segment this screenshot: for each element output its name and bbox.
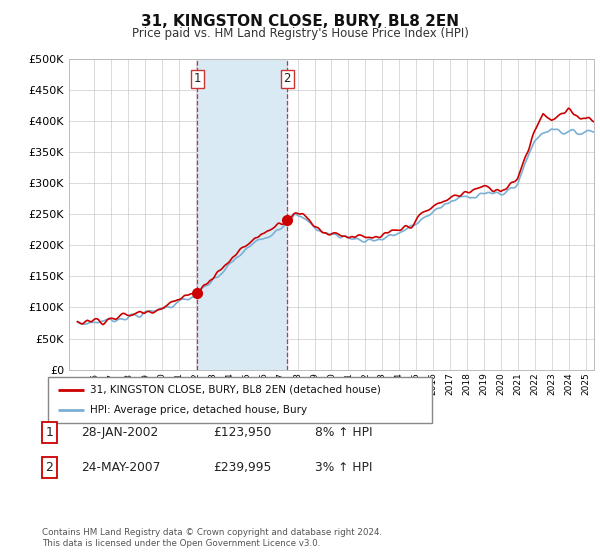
Bar [197,59,287,370]
Text: 2: 2 [284,72,291,86]
Text: 28-JAN-2002: 28-JAN-2002 [81,426,158,439]
Text: £123,950: £123,950 [213,426,271,439]
Text: HPI: Average price, detached house, Bury: HPI: Average price, detached house, Bury [90,405,307,415]
Text: 31, KINGSTON CLOSE, BURY, BL8 2EN: 31, KINGSTON CLOSE, BURY, BL8 2EN [141,14,459,29]
Text: 8% ↑ HPI: 8% ↑ HPI [315,426,373,439]
Text: 3% ↑ HPI: 3% ↑ HPI [315,461,373,474]
Text: 31, KINGSTON CLOSE, BURY, BL8 2EN (detached house): 31, KINGSTON CLOSE, BURY, BL8 2EN (detac… [90,385,381,395]
Text: 1: 1 [45,426,53,439]
Text: Contains HM Land Registry data © Crown copyright and database right 2024.
This d: Contains HM Land Registry data © Crown c… [42,528,382,548]
Text: 24-MAY-2007: 24-MAY-2007 [81,461,160,474]
Text: 1: 1 [194,72,201,86]
Text: £239,995: £239,995 [213,461,271,474]
Text: Price paid vs. HM Land Registry's House Price Index (HPI): Price paid vs. HM Land Registry's House … [131,27,469,40]
Text: 2: 2 [45,461,53,474]
